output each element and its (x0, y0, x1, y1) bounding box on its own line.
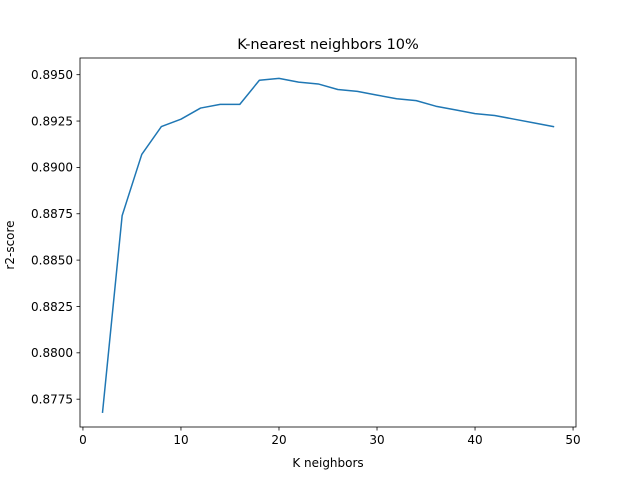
y-tick-label: 0.8775 (31, 392, 73, 406)
y-tick-label: 0.8925 (31, 114, 73, 128)
y-tick-label: 0.8850 (31, 253, 73, 267)
chart-title: K-nearest neighbors 10% (237, 37, 419, 53)
series-layer (101, 77, 555, 413)
x-tick-label: 20 (271, 433, 286, 447)
x-axis-label: K neighbors (292, 456, 363, 470)
y-tick-label: 0.8825 (31, 300, 73, 314)
plot-background (80, 58, 576, 427)
x-tick-label: 50 (565, 433, 580, 447)
y-axis-ticks: 0.8775 0.8800 0.8825 0.8850 0.8875 0.8900 0.89… (31, 68, 80, 406)
y-tick-label: 0.8950 (31, 68, 73, 82)
x-axis-ticks: 0 10 20 30 40 50 (79, 427, 581, 447)
y-axis-label: r2-score (3, 220, 17, 269)
plot-area (80, 58, 576, 427)
x-tick-label: 30 (369, 433, 384, 447)
y-tick-label: 0.8900 (31, 161, 73, 175)
y-tick-label: 0.8875 (31, 207, 73, 221)
x-tick-label: 0 (79, 433, 87, 447)
y-tick-label: 0.8800 (31, 346, 73, 360)
axes-frame (79, 57, 577, 428)
x-tick-label: 10 (173, 433, 188, 447)
series-line-0 (101, 77, 555, 413)
x-tick-label: 40 (467, 433, 482, 447)
